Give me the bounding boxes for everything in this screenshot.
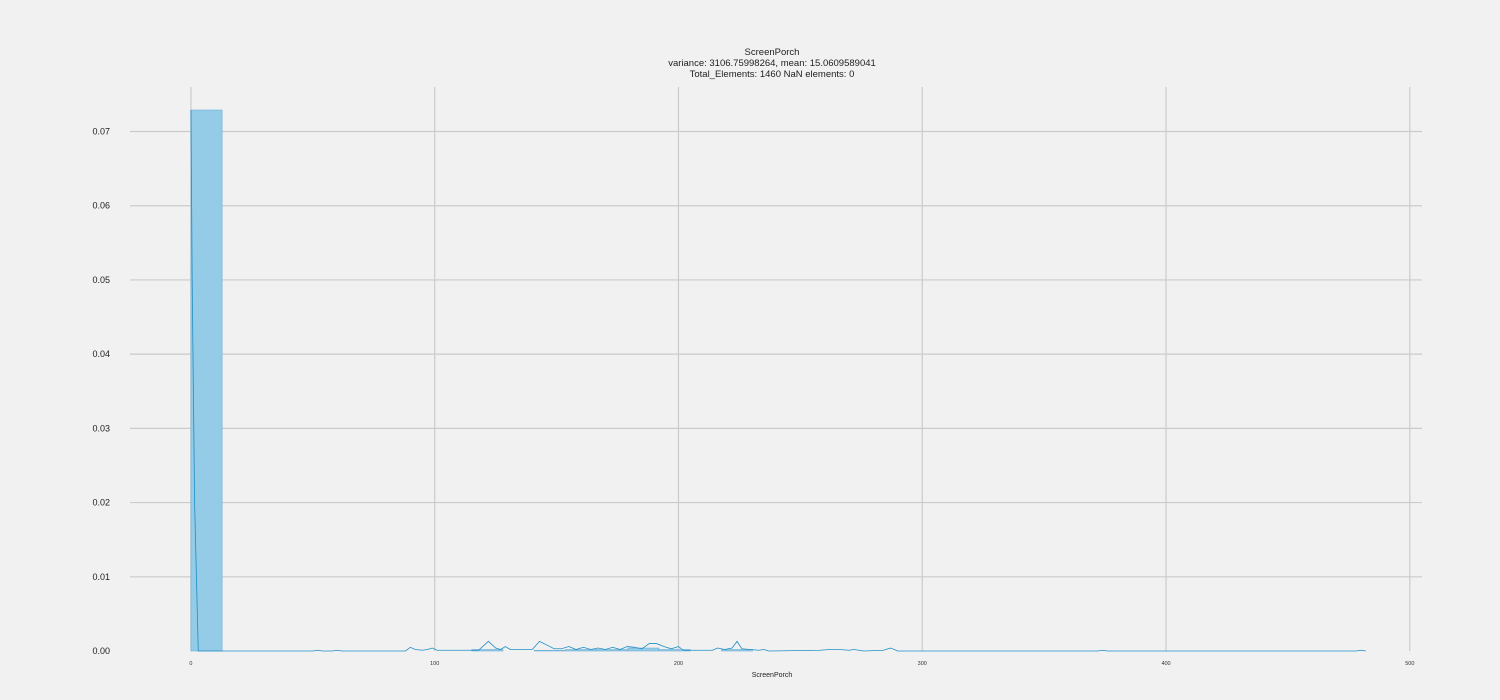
grid-lines: [130, 87, 1422, 651]
chart-subtitle-line-2: Total_Elements: 1460 NaN elements: 0: [690, 69, 855, 80]
histogram-bar: [190, 109, 223, 652]
y-tick-label: 0.06: [92, 201, 110, 211]
x-tick-label: 100: [430, 661, 439, 667]
x-tick-label: 0: [189, 661, 192, 667]
x-tick-label: 300: [918, 661, 927, 667]
kde-curve: [190, 110, 1366, 652]
y-tick-label: 0.07: [92, 127, 110, 137]
histogram-bar: [627, 647, 660, 652]
kde-line: [190, 110, 1366, 652]
chart-title: ScreenPorch: [745, 47, 800, 58]
y-tick-label: 0.01: [92, 572, 110, 582]
y-tick-label: 0.03: [92, 423, 110, 433]
y-tick-label: 0.02: [92, 498, 110, 508]
x-axis-label: ScreenPorch: [752, 672, 793, 679]
histogram-bars: [190, 109, 753, 652]
histogram-bar: [565, 649, 597, 652]
x-tick-label: 200: [674, 661, 683, 667]
x-tick-labels: 0 100 200 300 400 500: [189, 661, 1414, 667]
histogram-bar: [721, 649, 753, 652]
histogram-bar: [596, 649, 629, 652]
x-tick-label: 500: [1405, 661, 1414, 667]
chart-subtitle-line-1: variance: 3106.75998264, mean: 15.060958…: [668, 58, 876, 69]
y-tick-label: 0.05: [92, 275, 110, 285]
y-tick-label: 0.00: [92, 646, 110, 656]
x-tick-label: 400: [1161, 661, 1170, 667]
y-tick-labels: 0.00 0.01 0.02 0.03 0.04 0.05 0.06 0.07: [92, 127, 110, 656]
y-tick-label: 0.04: [92, 349, 110, 359]
histogram-bar: [533, 649, 566, 652]
